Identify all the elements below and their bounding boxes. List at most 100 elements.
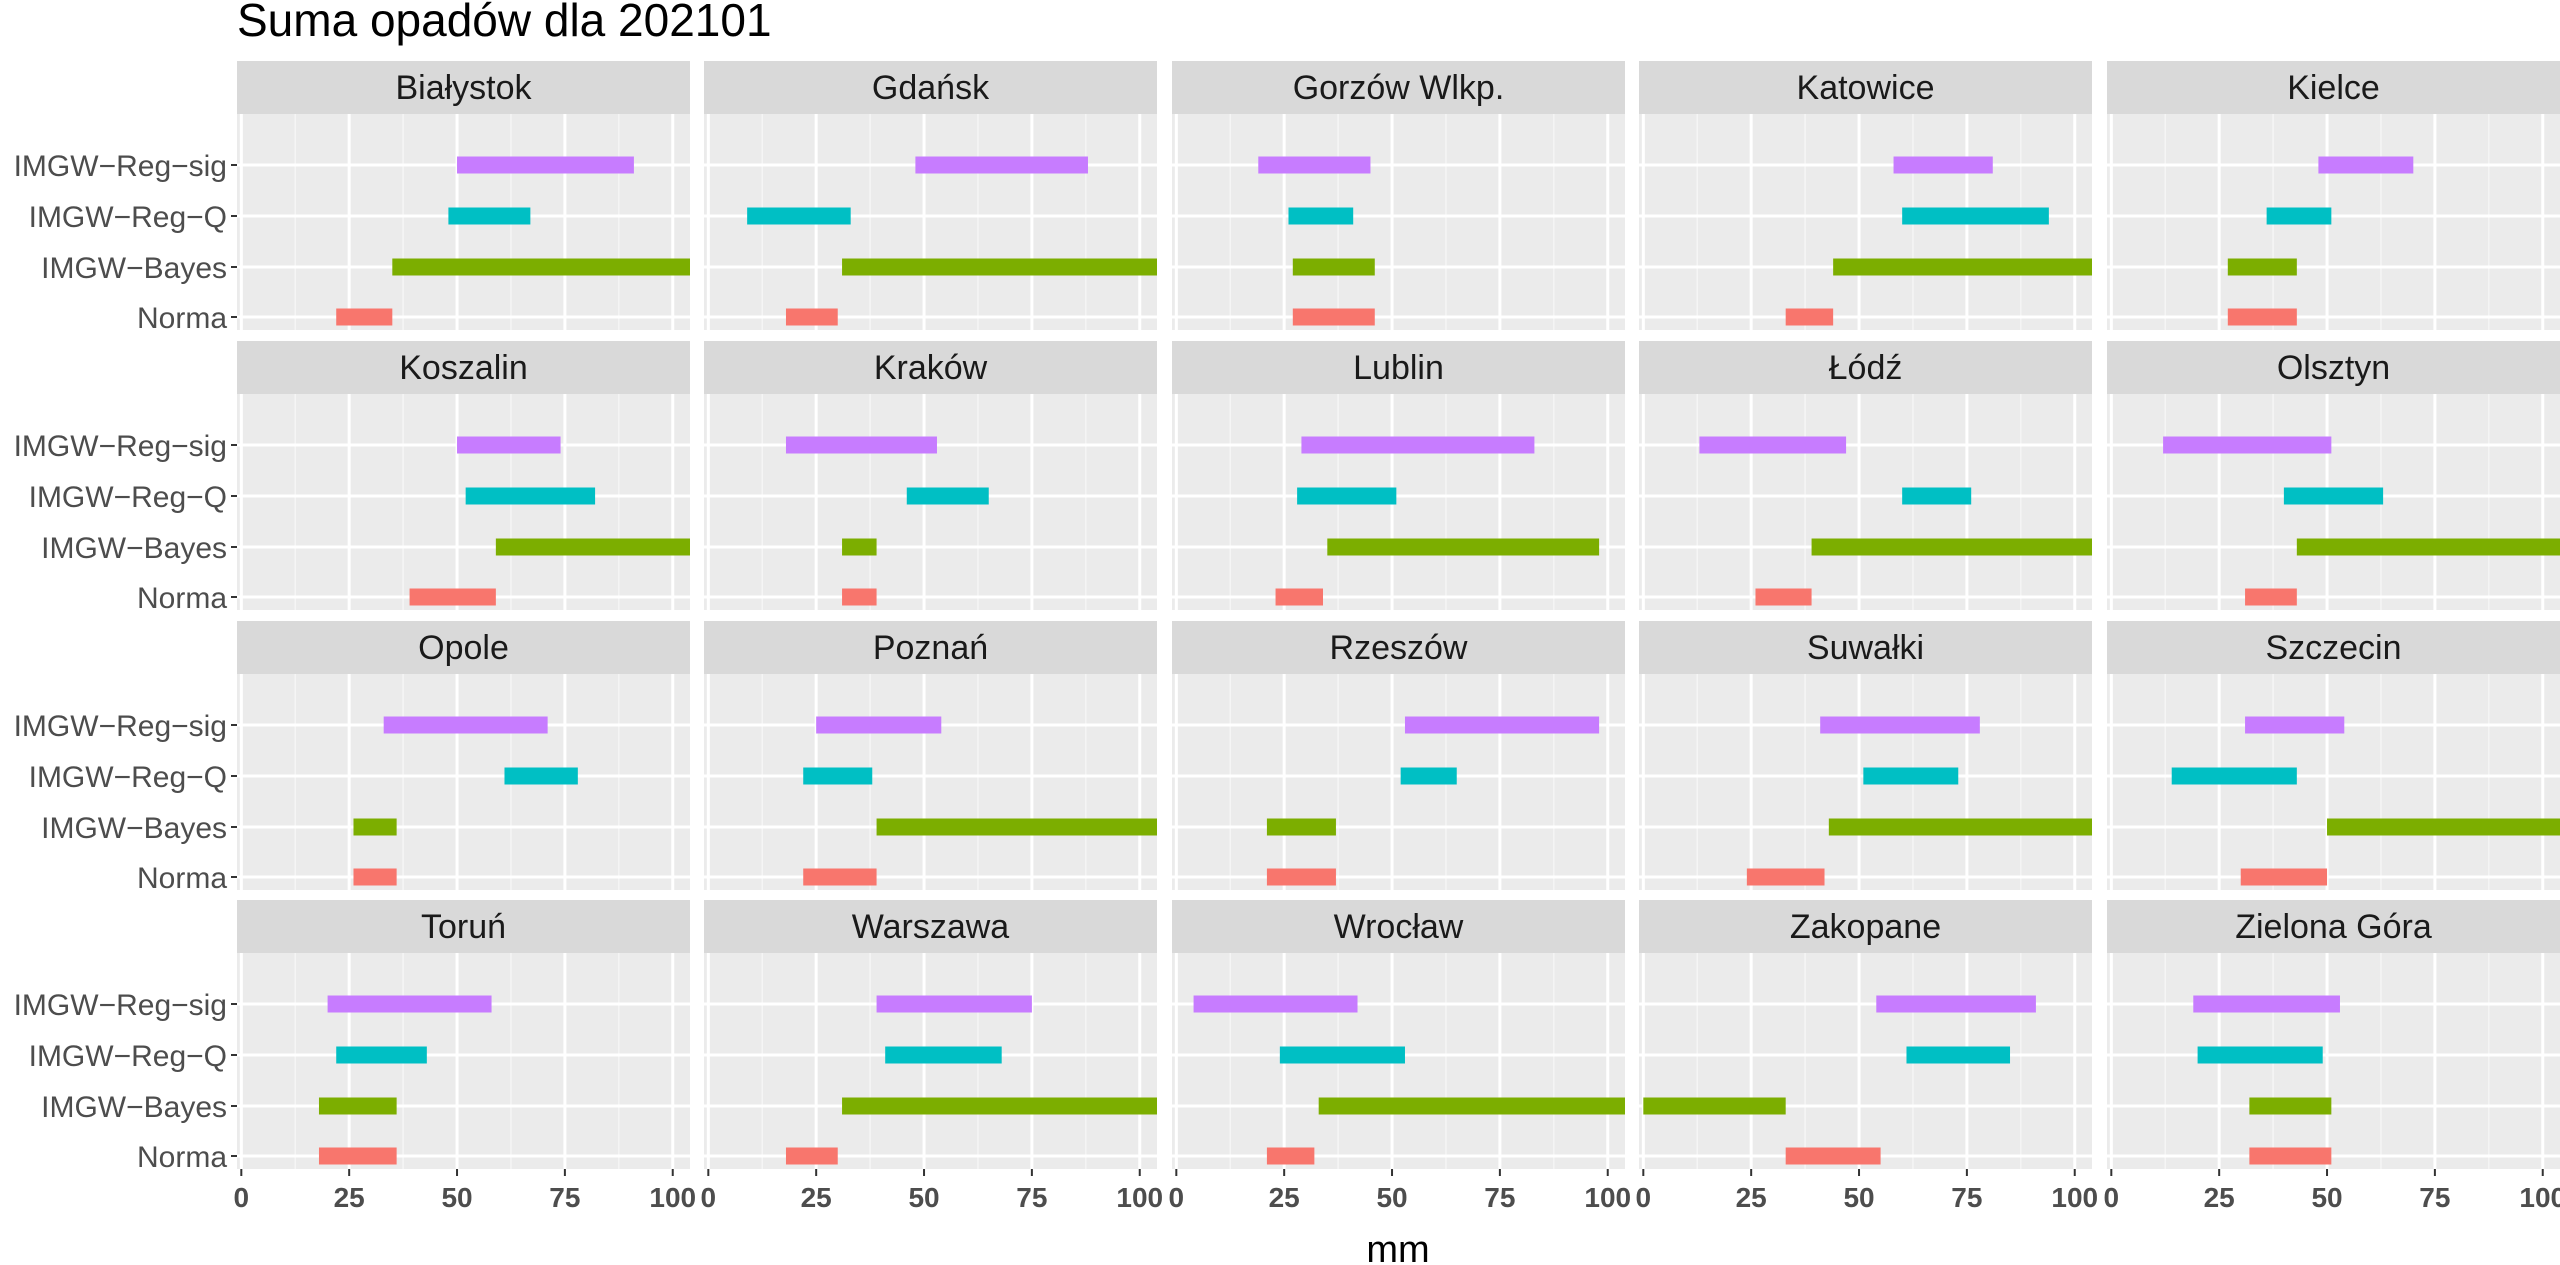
bar-norma — [2249, 1147, 2332, 1165]
bar-imgw-bayes — [1833, 258, 2092, 276]
facet-opole: Opole — [237, 621, 690, 890]
facet-strip-label: Zielona Góra — [2235, 908, 2432, 946]
facet-strip-label: Katowice — [1797, 69, 1935, 107]
x-tick-label: 50 — [1376, 1182, 1407, 1213]
bar-imgw-bayes — [2227, 258, 2297, 276]
y-tick-label: IMGW−Reg−sig — [14, 150, 227, 183]
bar-imgw-reg-sig — [785, 436, 937, 454]
bar-imgw-reg-q — [2266, 207, 2332, 225]
bar-imgw-reg-sig — [457, 156, 634, 174]
facet-strip-label: Gorzów Wlkp. — [1293, 69, 1505, 107]
panel-background — [237, 953, 690, 1169]
y-tick-label: IMGW−Reg−Q — [29, 201, 227, 234]
bar-imgw-bayes — [1266, 818, 1336, 836]
bar-imgw-bayes — [495, 538, 690, 556]
bar-norma — [2240, 868, 2328, 886]
facet-strip-label: Szczecin — [2265, 629, 2401, 667]
bar-norma — [318, 1147, 397, 1165]
facet-strip-label: Opole — [418, 629, 509, 667]
facet-strip-label: Białystok — [395, 69, 532, 107]
facet-strip — [1172, 61, 1625, 114]
facet-strip — [704, 341, 1157, 394]
bar-norma — [1292, 308, 1375, 326]
facet-białystok: Białystok — [237, 61, 690, 330]
facet-strip — [2107, 341, 2560, 394]
x-tick-label: 25 — [1269, 1182, 1300, 1213]
bar-imgw-bayes — [842, 1097, 1157, 1115]
bar-imgw-reg-sig — [1301, 436, 1535, 454]
bar-imgw-reg-q — [885, 1046, 1002, 1064]
facet-rzeszów: Rzeszów — [1172, 621, 1625, 890]
bar-imgw-bayes — [876, 818, 1157, 836]
facet-strip — [2107, 61, 2560, 114]
facet-strip — [2107, 900, 2560, 953]
bar-imgw-reg-q — [1906, 1046, 2011, 1064]
facet-panels: Białystok Gdańsk Gorzów Wlkp. Katowice Kielc… — [237, 61, 2560, 1169]
bar-imgw-reg-sig — [1699, 436, 1847, 454]
bar-norma — [2245, 588, 2297, 606]
x-tick-label: 0 — [1169, 1182, 1185, 1213]
panel-background — [1172, 674, 1625, 890]
y-tick-label: Norma — [137, 302, 227, 335]
bar-norma — [1746, 868, 1825, 886]
bar-norma — [1266, 1147, 1315, 1165]
bar-imgw-reg-sig — [2163, 436, 2332, 454]
facet-strip — [704, 900, 1157, 953]
y-tick-label: Norma — [137, 582, 227, 615]
facet-strip-label: Koszalin — [399, 349, 528, 387]
x-tick-label: 25 — [2204, 1182, 2235, 1213]
facet-gorzów-wlkp: Gorzów Wlkp. — [1172, 61, 1625, 330]
bar-imgw-reg-q — [1863, 767, 1959, 785]
bar-imgw-reg-q — [504, 767, 578, 785]
bar-imgw-bayes — [318, 1097, 397, 1115]
x-tick-label: 25 — [1736, 1182, 1767, 1213]
y-tick-label: IMGW−Bayes — [41, 1091, 227, 1124]
x-tick-label: 0 — [701, 1182, 717, 1213]
bar-imgw-bayes — [1327, 538, 1600, 556]
bar-imgw-bayes — [2249, 1097, 2332, 1115]
bar-norma — [1275, 588, 1323, 606]
facet-strip — [1639, 900, 2092, 953]
bar-imgw-bayes — [1811, 538, 2092, 556]
facet-strip-label: Wrocław — [1334, 908, 1464, 946]
bar-imgw-reg-sig — [2193, 995, 2340, 1013]
y-tick-label: IMGW−Reg−Q — [29, 481, 227, 514]
bar-imgw-reg-sig — [1893, 156, 1993, 174]
facet-gdańsk: Gdańsk — [704, 61, 1157, 330]
y-tick-label: IMGW−Bayes — [41, 252, 227, 285]
bar-imgw-reg-sig — [1876, 995, 2036, 1013]
bar-norma — [1266, 868, 1336, 886]
facet-strip-label: Suwałki — [1807, 629, 1924, 667]
facet-strip — [1639, 341, 2092, 394]
bar-imgw-reg-q — [906, 487, 989, 505]
bar-imgw-reg-q — [1902, 487, 1972, 505]
facet-strip-label: Warszawa — [852, 908, 1010, 946]
facet-łódź: Łódź — [1639, 341, 2092, 610]
y-axis-labels: IMGW−Reg−sig IMGW−Reg−Q IMGW−Bayes Norma IMG… — [14, 150, 237, 1174]
bar-imgw-bayes — [2327, 818, 2560, 836]
y-tick-label: IMGW−Reg−Q — [29, 1040, 227, 1073]
facet-strip — [2107, 621, 2560, 674]
bar-imgw-reg-q — [1279, 1046, 1405, 1064]
facet-strip-label: Zakopane — [1790, 908, 1941, 946]
y-tick-label: IMGW−Bayes — [41, 532, 227, 565]
facet-strip — [237, 61, 690, 114]
bar-imgw-reg-sig — [1404, 716, 1600, 734]
bar-imgw-reg-sig — [1820, 716, 1980, 734]
facet-olsztyn: Olsztyn — [2107, 341, 2560, 610]
x-tick-label: 25 — [801, 1182, 832, 1213]
bar-imgw-reg-sig — [383, 716, 548, 734]
facet-strip-label: Olsztyn — [2277, 349, 2390, 387]
facet-strip-label: Łódź — [1829, 349, 1903, 387]
bar-imgw-reg-q — [2171, 767, 2297, 785]
facet-strip-label: Toruń — [421, 908, 506, 946]
bar-imgw-bayes — [392, 258, 690, 276]
bar-imgw-reg-sig — [2245, 716, 2345, 734]
chart-title: Suma opadów dla 202101 — [237, 0, 772, 46]
bar-imgw-bayes — [2296, 538, 2560, 556]
panel-background — [237, 674, 690, 890]
x-tick-label: 50 — [2311, 1182, 2342, 1213]
x-tick-label: 100 — [1116, 1182, 1163, 1213]
bar-imgw-reg-sig — [327, 995, 492, 1013]
bar-imgw-reg-sig — [1193, 995, 1358, 1013]
